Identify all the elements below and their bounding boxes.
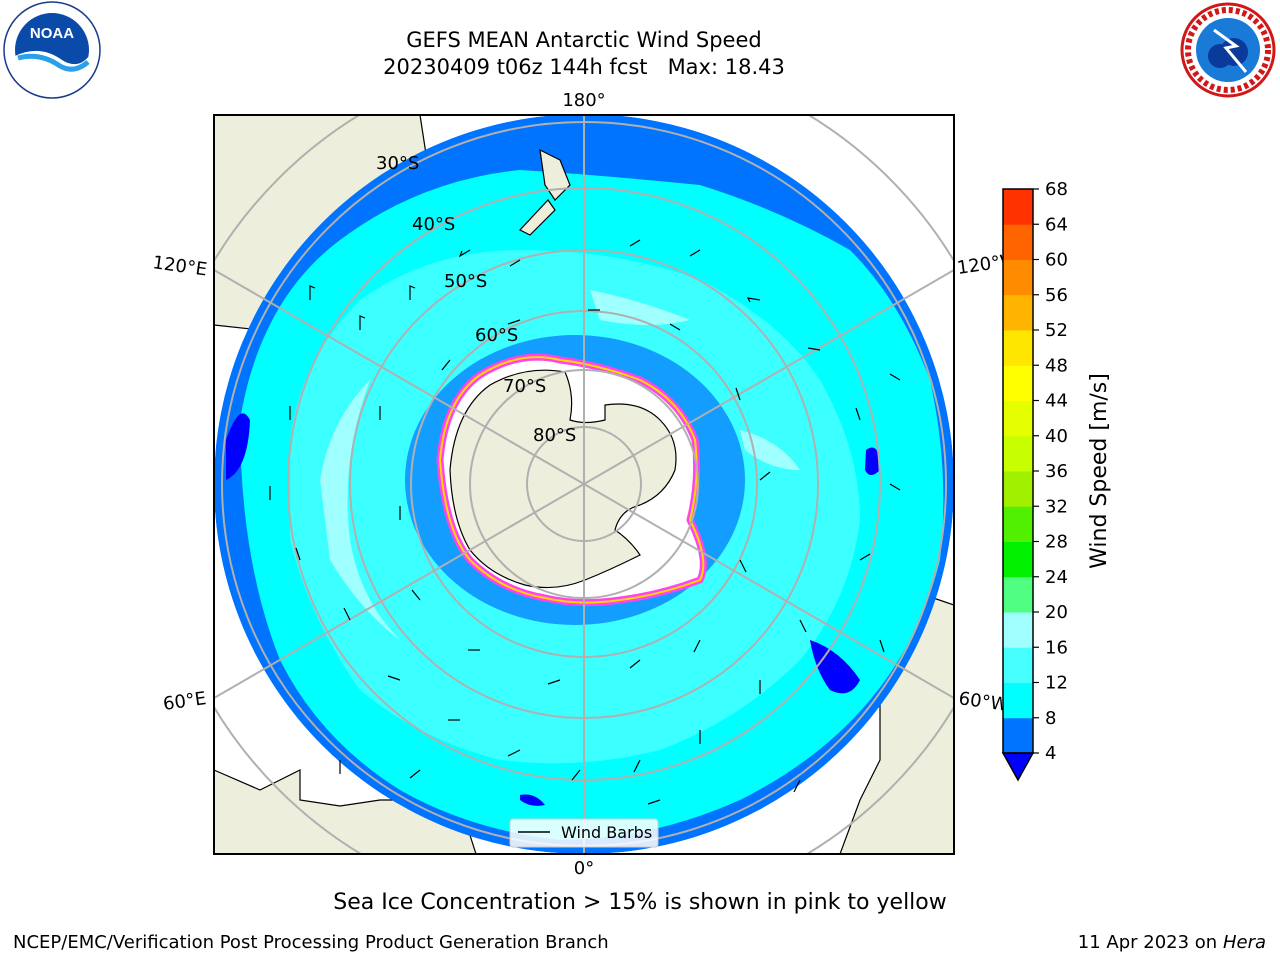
lon-label-lower-left: 60°E xyxy=(162,688,208,715)
colorbar-tick-label: 36 xyxy=(1045,461,1068,482)
lat-label-60s: 60°S xyxy=(475,325,518,346)
machine-name: Hera xyxy=(1222,932,1266,953)
lon-label-upper-left: 120°E xyxy=(151,252,208,280)
colorbar-swatch xyxy=(1003,541,1033,578)
colorbar-swatch xyxy=(1003,717,1033,754)
legend-label: Wind Barbs xyxy=(561,823,652,842)
colorbar-swatch xyxy=(1003,189,1033,225)
colorbar-swatch xyxy=(1003,471,1033,507)
lon-label-bottom: 0° xyxy=(574,858,594,879)
colorbar-tick-label: 8 xyxy=(1045,708,1056,729)
sea-ice-caption: Sea Ice Concentration > 15% is shown in … xyxy=(333,890,947,915)
colorbar-tick-label: 68 xyxy=(1045,179,1068,200)
lat-label-40s: 40°S xyxy=(412,214,455,235)
map-title: GEFS MEAN Antarctic Wind Speed xyxy=(406,28,762,52)
colorbar-swatch xyxy=(1003,224,1033,260)
colorbar-tick-label: 60 xyxy=(1045,250,1068,271)
colorbar-tick-label: 16 xyxy=(1045,637,1068,658)
colorbar-tick-label: 20 xyxy=(1045,602,1068,623)
colorbar-extend-arrow xyxy=(1001,752,1035,782)
colorbar-tick-label: 24 xyxy=(1045,567,1068,588)
colorbar-swatch xyxy=(1003,576,1033,613)
colorbar-swatch xyxy=(1003,259,1033,296)
map-legend: Wind Barbs xyxy=(509,818,659,848)
colorbar-tick-label: 48 xyxy=(1045,355,1068,376)
nws-logo-icon xyxy=(1180,2,1276,98)
noaa-logo-text: NOAA xyxy=(30,25,74,42)
lat-label-80s: 80°S xyxy=(533,425,576,446)
colorbar-tick-label: 64 xyxy=(1045,214,1068,235)
date-text: 11 Apr 2023 on Hera xyxy=(1078,932,1266,953)
colorbar-swatch xyxy=(1003,435,1033,472)
lat-label-70s: 70°S xyxy=(503,376,546,397)
lon-label-lower-right: 60°W xyxy=(957,688,1009,716)
colorbar-swatch xyxy=(1003,506,1033,542)
credit-text: NCEP/EMC/Verification Post Processing Pr… xyxy=(13,932,609,953)
colorbar-swatch xyxy=(1003,647,1033,683)
lon-label-top: 180° xyxy=(562,90,605,111)
lat-label-30s: 30°S xyxy=(376,153,419,174)
colorbar-tick-label: 4 xyxy=(1045,743,1056,764)
noaa-logo-icon: NOAA xyxy=(3,1,101,99)
colorbar-swatch xyxy=(1003,330,1033,366)
colorbar-label: Wind Speed [m/s] xyxy=(1087,373,1112,569)
colorbar-tick-label: 40 xyxy=(1045,426,1068,447)
colorbar-swatch xyxy=(1003,365,1033,401)
colorbar-tick-label: 52 xyxy=(1045,320,1068,341)
colorbar-swatch xyxy=(1003,612,1033,648)
colorbar-swatch xyxy=(1003,400,1033,437)
colorbar-tick-label: 44 xyxy=(1045,391,1068,412)
colorbar-tick-label: 12 xyxy=(1045,673,1068,694)
colorbar-tick-label: 32 xyxy=(1045,496,1068,517)
colorbar-swatch xyxy=(1003,682,1033,719)
map-subtitle: 20230409 t06z 144h fcst Max: 18.43 xyxy=(383,55,785,79)
date-value: 11 Apr 2023 on xyxy=(1077,932,1218,953)
lat-label-50s: 50°S xyxy=(444,271,487,292)
colorbar-swatch xyxy=(1003,294,1033,331)
colorbar-tick-label: 28 xyxy=(1045,532,1068,553)
colorbar-tick-label: 56 xyxy=(1045,285,1068,306)
